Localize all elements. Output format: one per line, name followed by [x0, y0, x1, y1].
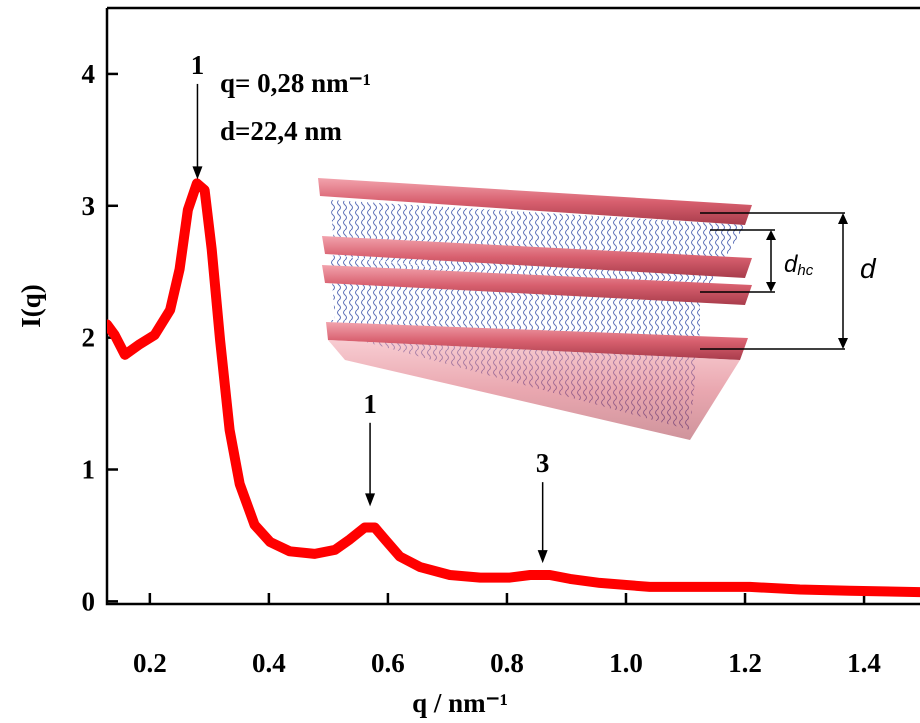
- annotation: d=22,4 nm: [220, 116, 342, 146]
- y-axis-label: I(q): [16, 284, 46, 328]
- y-tick-label: 0: [82, 586, 96, 616]
- y-tick-label: 1: [82, 455, 96, 485]
- y-tick-label: 3: [82, 191, 96, 221]
- arrow-head: [537, 550, 548, 564]
- annotation: q= 0,28 nm⁻¹: [220, 68, 371, 98]
- x-tick-label: 1.4: [847, 648, 881, 678]
- annotation: 1: [191, 50, 205, 80]
- x-tick-label: 0.8: [490, 648, 524, 678]
- inset-label: dhc: [784, 251, 814, 279]
- annotation: 3: [536, 448, 550, 478]
- inset-label-main: d: [784, 251, 798, 278]
- arrow-head: [192, 166, 203, 180]
- x-axis-label: q / nm⁻¹: [412, 688, 508, 718]
- x-tick-label: 0.6: [371, 648, 405, 678]
- x-tick-label: 0.4: [252, 648, 286, 678]
- y-tick-label: 4: [82, 59, 96, 89]
- x-tick-label: 1.0: [609, 648, 643, 678]
- data-line: [107, 178, 920, 598]
- x-tick-label: 0.2: [133, 648, 167, 678]
- y-tick-label: 2: [82, 323, 96, 353]
- annotation: 1: [363, 389, 377, 419]
- membrane-inset: dhc d: [318, 178, 877, 440]
- plot-area: [107, 178, 920, 598]
- arrow-head: [365, 493, 376, 507]
- inset-label: d: [860, 253, 877, 284]
- x-tick-label: 1.2: [728, 648, 762, 678]
- inset-label-sub: hc: [797, 262, 813, 279]
